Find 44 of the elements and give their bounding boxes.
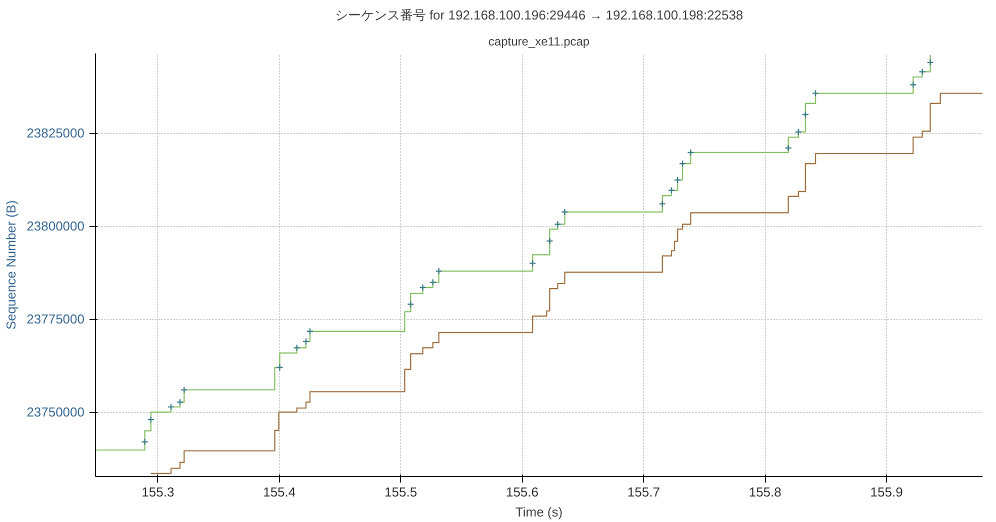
point [302,338,310,346]
y-tick-label: 23800000 [26,218,85,234]
point [918,68,926,76]
y-tick-label: 23775000 [26,312,85,327]
point [167,403,175,411]
point [554,220,562,228]
x-tick-label: 155.8 [748,484,782,500]
point [926,58,934,66]
point [176,398,184,406]
point [407,300,414,308]
x-tick-label: 155.3 [142,484,174,500]
point [561,208,568,216]
y-tick-label: 23750000 [26,404,85,420]
point [794,128,802,136]
point [293,344,300,352]
x-axis-title: Time (s) [515,504,563,520]
point [546,237,554,245]
x-tick-label: 155.4 [263,484,296,500]
point [812,90,820,97]
chart-title: シーケンス番号 for 192.168.100.196:29446 → 192.168.100.198:22538 [334,8,744,22]
point [429,278,436,286]
point [141,438,148,446]
y-axis-title: Sequence Number (B) [4,200,19,330]
point [687,148,694,156]
point [668,186,676,194]
point [147,416,154,424]
y-tick-label: 23825000 [26,126,85,141]
x-tick-label: 155.7 [627,484,660,500]
point [306,328,314,336]
point [435,268,442,275]
point [419,284,426,292]
point [528,260,536,267]
chart-subtitle: capture_xe11.pcap [488,34,590,48]
point [910,81,917,88]
point [180,386,188,394]
point [658,200,666,208]
point [276,364,284,372]
point [802,110,810,118]
x-tick-label: 155.9 [870,484,903,500]
point [674,176,682,184]
x-tick-label: 155.5 [384,484,418,500]
point [784,144,792,152]
point [678,160,686,168]
x-tick-label: 155.6 [506,484,539,500]
